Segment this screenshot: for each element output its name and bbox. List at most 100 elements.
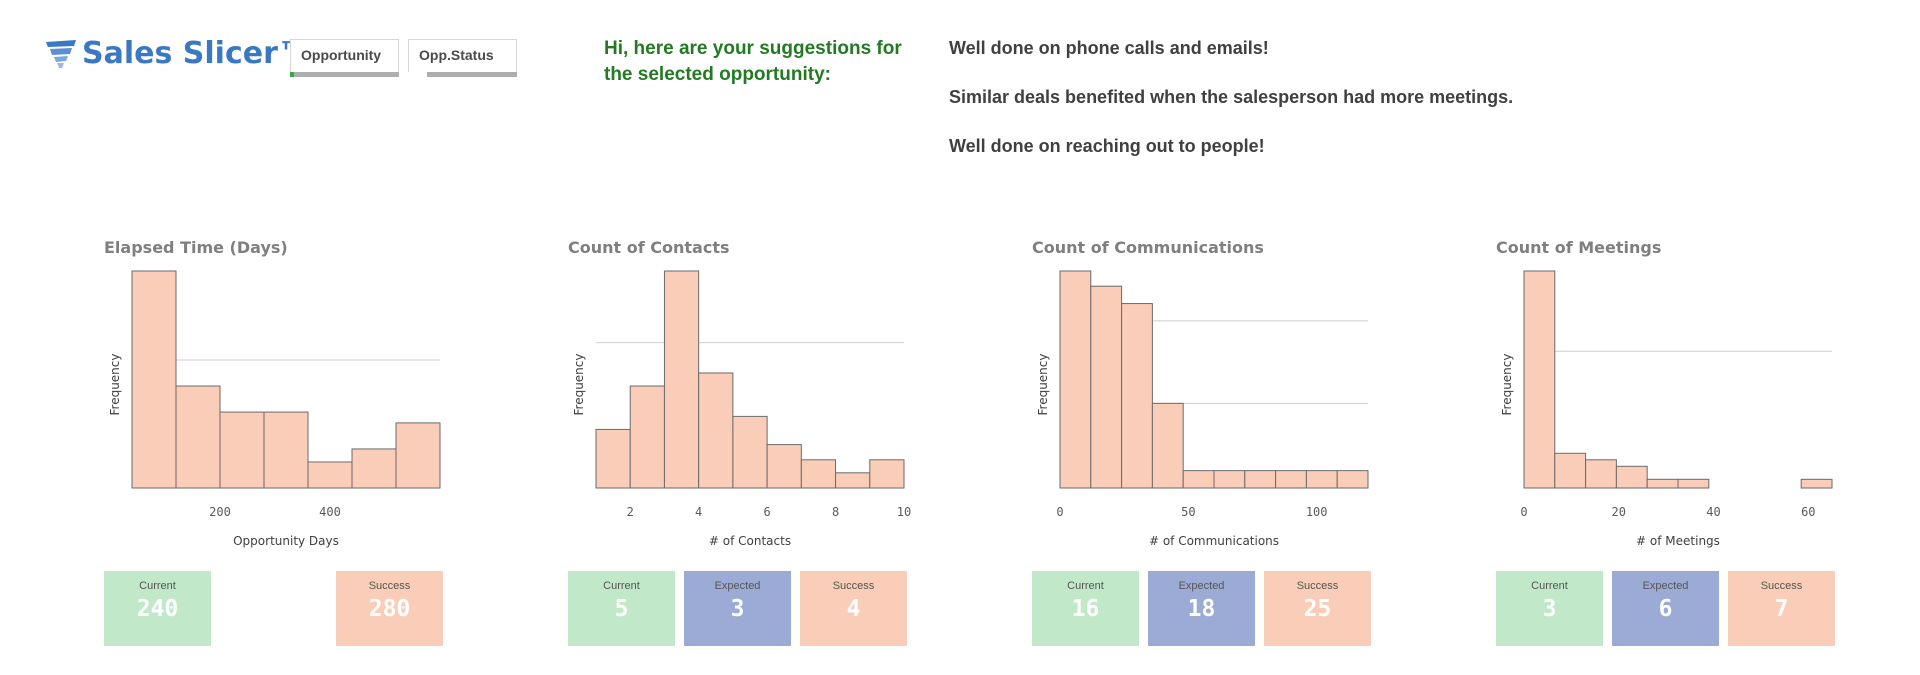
kpi-value: 280 bbox=[368, 596, 411, 622]
kpi-value: 6 bbox=[1658, 596, 1673, 622]
opportunity-filter-label: Opportunity bbox=[301, 47, 382, 63]
histogram-bar bbox=[351, 448, 397, 489]
histogram-bar bbox=[1059, 270, 1092, 489]
histogram-bar bbox=[395, 422, 441, 489]
x-tick-label: 60 bbox=[1801, 505, 1815, 519]
elapsed-time-histogram: 200 400 Opportunity Days Frequency bbox=[108, 270, 441, 548]
expected-kpi-card: Expected 6 bbox=[1612, 571, 1719, 646]
histogram-bar bbox=[1121, 303, 1153, 489]
contacts-panel: Count of Contacts 2 4 6 8 10 # of Contacts Fre… bbox=[568, 238, 953, 658]
y-axis-label: Frequency bbox=[1036, 354, 1050, 416]
histogram-bar bbox=[1182, 470, 1215, 489]
histogram-bar bbox=[869, 459, 905, 489]
x-tick-label: 0 bbox=[1520, 505, 1527, 519]
x-tick-label: 400 bbox=[319, 505, 341, 519]
histogram-bar bbox=[1800, 478, 1833, 489]
x-axis-label: # of Communications bbox=[1149, 534, 1279, 548]
kpi-value: 4 bbox=[846, 596, 861, 622]
suggestions-heading: Hi, here are your suggestions for the se… bbox=[604, 38, 902, 85]
opp-status-filter-label: Opp.Status bbox=[419, 47, 494, 63]
kpi-value: 240 bbox=[136, 596, 179, 622]
kpi-label: Expected bbox=[714, 580, 761, 592]
y-axis-label: Frequency bbox=[572, 354, 586, 416]
success-kpi-card: Success 7 bbox=[1728, 571, 1835, 646]
histogram-bar bbox=[835, 472, 871, 489]
x-axis-label: # of Contacts bbox=[709, 534, 791, 548]
histogram-bar bbox=[595, 428, 631, 489]
histogram-bar bbox=[131, 270, 177, 489]
histogram-bar bbox=[263, 411, 309, 489]
histogram-bar bbox=[1151, 402, 1184, 489]
kpi-label: Current bbox=[603, 580, 640, 592]
opportunity-filter-button[interactable]: Opportunity bbox=[290, 39, 399, 77]
success-kpi-card: Success 280 bbox=[336, 571, 443, 646]
x-tick-label: 8 bbox=[832, 505, 839, 519]
current-kpi-card: Current 240 bbox=[104, 571, 211, 646]
expected-kpi-card: Expected 18 bbox=[1148, 571, 1255, 646]
kpi-value: 3 bbox=[730, 596, 745, 622]
histogram-bar bbox=[698, 372, 734, 489]
histogram-bar bbox=[307, 461, 353, 489]
communications-histogram: 0 50 100 # of Communications Frequency bbox=[1036, 270, 1369, 548]
histogram-bar bbox=[1090, 285, 1123, 489]
suggestion-item: Well done on reaching out to people! bbox=[949, 136, 1265, 156]
chart-title: Count of Communications bbox=[1032, 238, 1264, 257]
histogram-bar bbox=[800, 459, 837, 489]
kpi-label: Success bbox=[832, 580, 875, 592]
meetings-histogram: 0 20 40 60 # of Meetings Frequency bbox=[1500, 270, 1833, 548]
suggestion-item: Well done on phone calls and emails! bbox=[949, 38, 1269, 58]
expected-kpi-card: Expected 3 bbox=[684, 571, 791, 646]
histogram-bar bbox=[1305, 470, 1338, 489]
x-tick-label: 4 bbox=[695, 505, 702, 519]
histogram-bar bbox=[629, 385, 665, 489]
communications-panel: Count of Communications 0 50 100 # of Commu… bbox=[1032, 238, 1417, 658]
x-tick-label: 0 bbox=[1056, 505, 1063, 519]
tornado-icon bbox=[46, 39, 76, 68]
opp-status-filter-button[interactable]: Opp.Status bbox=[408, 39, 517, 77]
x-tick-label: 50 bbox=[1181, 505, 1195, 519]
y-axis-label: Frequency bbox=[1500, 354, 1514, 416]
meetings-panel: Count of Meetings 0 20 40 60 # of Meetings Fr… bbox=[1496, 238, 1881, 658]
kpi-label: Expected bbox=[1178, 580, 1225, 592]
kpi-label: Current bbox=[1067, 580, 1104, 592]
success-kpi-card: Success 25 bbox=[1264, 571, 1371, 646]
current-kpi-card: Current 3 bbox=[1496, 571, 1603, 646]
opportunity-selection-bar bbox=[290, 72, 399, 77]
contacts-histogram: 2 4 6 8 10 # of Contacts Frequency bbox=[572, 270, 911, 548]
kpi-label: Expected bbox=[1642, 580, 1689, 592]
histogram-bar bbox=[1646, 478, 1679, 489]
kpi-value: 5 bbox=[614, 596, 629, 622]
chart-title: Elapsed Time (Days) bbox=[104, 238, 288, 257]
opp-status-selection-bar bbox=[408, 72, 517, 77]
opp-status-selection-fill bbox=[408, 72, 427, 77]
chart-title: Count of Meetings bbox=[1496, 238, 1662, 257]
x-axis-label: Opportunity Days bbox=[233, 534, 339, 548]
chart-title: Count of Contacts bbox=[568, 238, 730, 257]
x-axis-label: # of Meetings bbox=[1636, 534, 1720, 548]
app-title: Sales Slicer™ bbox=[82, 36, 308, 71]
histogram-bar bbox=[1615, 465, 1648, 489]
kpi-label: Current bbox=[1531, 580, 1568, 592]
histogram-bar bbox=[1523, 270, 1556, 489]
x-tick-label: 200 bbox=[209, 505, 231, 519]
success-kpi-card: Success 4 bbox=[800, 571, 907, 646]
x-tick-label: 40 bbox=[1706, 505, 1720, 519]
suggestion-item: Similar deals benefited when the salespe… bbox=[949, 87, 1514, 107]
y-axis-label: Frequency bbox=[108, 354, 122, 416]
histogram-bar bbox=[1275, 470, 1307, 489]
histogram-bar bbox=[1585, 459, 1617, 489]
histogram-bar bbox=[1336, 470, 1369, 489]
x-tick-label: 6 bbox=[763, 505, 770, 519]
kpi-label: Success bbox=[1760, 580, 1803, 592]
histogram-bar bbox=[219, 411, 265, 489]
app-logo: Sales Slicer™ bbox=[44, 36, 308, 71]
x-tick-label: 2 bbox=[627, 505, 634, 519]
kpi-value: 25 bbox=[1303, 596, 1332, 622]
histogram-bar bbox=[175, 385, 221, 489]
current-kpi-card: Current 5 bbox=[568, 571, 675, 646]
histogram-bar bbox=[1244, 470, 1277, 489]
elapsed-time-panel: Elapsed Time (Days) 200 400 Opportunity Da… bbox=[104, 238, 489, 658]
kpi-label: Success bbox=[1296, 580, 1339, 592]
histogram-bar bbox=[1554, 452, 1587, 489]
histogram-bar bbox=[732, 415, 768, 489]
